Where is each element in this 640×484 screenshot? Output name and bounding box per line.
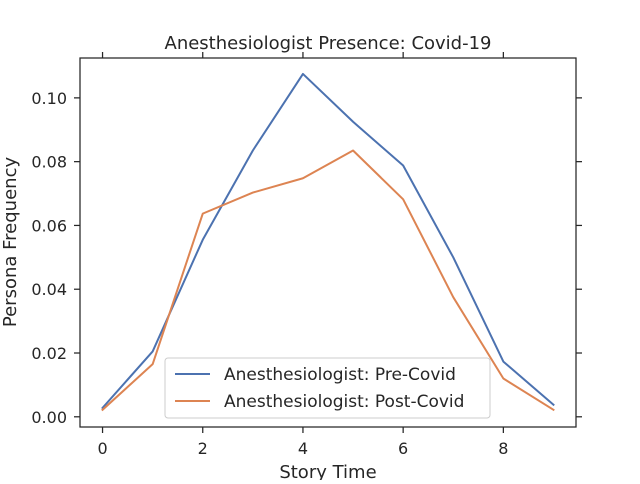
y-tick-label: 0.06: [31, 216, 67, 235]
legend-label-post-covid: Anesthesiologist: Post-Covid: [224, 392, 464, 412]
legend-box: [164, 357, 491, 419]
y-axis: 0.00 0.02 0.04 0.06 0.08 0.10: [31, 89, 582, 427]
x-axis-label: Story Time: [279, 462, 376, 480]
y-axis-label: Persona Frequency: [0, 157, 21, 328]
legend-label-pre-covid: Anesthesiologist: Pre-Covid: [224, 365, 456, 385]
legend: Anesthesiologist: Pre-Covid Anesthesiolo…: [164, 357, 491, 419]
x-tick-label: 0: [97, 439, 107, 458]
y-tick-label: 0.04: [31, 280, 67, 299]
x-tick-label: 4: [298, 439, 308, 458]
plot-frame: [79, 57, 577, 428]
x-tick-label: 2: [198, 439, 208, 458]
y-tick-label: 0.00: [31, 408, 67, 427]
y-tick-label: 0.02: [31, 344, 67, 363]
x-tick-label: 8: [498, 439, 508, 458]
x-axis: 0 2 4 6 8: [97, 52, 508, 458]
plot-lines: [101, 72, 555, 412]
y-tick-label: 0.08: [31, 153, 67, 172]
series-line-post-covid: [101, 149, 555, 412]
series-line-pre-covid: [101, 72, 555, 410]
chart-title: Anesthesiologist Presence: Covid-19: [165, 33, 492, 54]
y-tick-label: 0.10: [31, 89, 67, 108]
x-tick-label: 6: [398, 439, 408, 458]
